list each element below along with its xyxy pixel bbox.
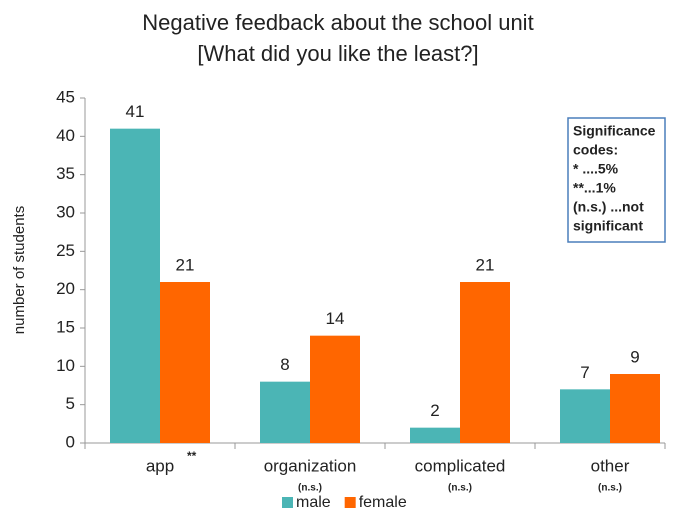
significance: ** bbox=[187, 449, 197, 463]
x-tick-label: complicated bbox=[415, 456, 506, 475]
significance: (n.s.) bbox=[598, 483, 622, 494]
bar bbox=[610, 374, 660, 443]
value-label: 41 bbox=[126, 102, 145, 121]
bar bbox=[110, 128, 160, 443]
y-tick-label: 45 bbox=[56, 87, 75, 106]
x-tick-label: organization bbox=[264, 456, 357, 475]
annotation-text: * ....5% bbox=[573, 161, 619, 177]
annotation-text: **...1% bbox=[573, 180, 616, 196]
y-tick-label: 35 bbox=[56, 164, 75, 183]
annotation-box bbox=[567, 117, 666, 243]
y-tick-label: 25 bbox=[56, 241, 75, 260]
value-label: 2 bbox=[430, 401, 439, 420]
y-tick-label: 15 bbox=[56, 317, 75, 336]
legend-label: male bbox=[296, 494, 331, 510]
value-label: 21 bbox=[476, 255, 495, 274]
bar bbox=[260, 381, 310, 443]
y-tick-label: 5 bbox=[66, 394, 75, 413]
bar bbox=[160, 282, 210, 443]
legend-label: female bbox=[359, 494, 407, 510]
bar bbox=[410, 427, 460, 443]
x-tick-label: other bbox=[591, 456, 630, 475]
y-tick-label: 0 bbox=[66, 432, 75, 451]
value-label: 21 bbox=[176, 255, 195, 274]
significance: (n.s.) bbox=[298, 483, 322, 494]
annotation-text: codes: bbox=[573, 142, 618, 158]
y-tick-label: 10 bbox=[56, 356, 75, 375]
value-label: 7 bbox=[580, 363, 589, 382]
value-label: 9 bbox=[630, 347, 639, 366]
legend-swatch bbox=[282, 497, 293, 508]
annotation-text: Significance bbox=[573, 123, 656, 139]
value-label: 14 bbox=[326, 309, 345, 328]
chart-title: Negative feedback about the school unit bbox=[142, 10, 533, 35]
value-label: 8 bbox=[280, 355, 289, 374]
bar bbox=[460, 282, 510, 443]
annotation-text: significant bbox=[573, 218, 643, 234]
legend-swatch bbox=[344, 497, 356, 508]
bar bbox=[560, 389, 610, 443]
y-tick-label: 30 bbox=[56, 202, 75, 221]
y-tick-label: 40 bbox=[56, 126, 75, 145]
chart-subtitle: [What did you like the least?] bbox=[197, 41, 478, 66]
significance: (n.s.) bbox=[448, 483, 472, 494]
y-axis-label: number of students bbox=[11, 206, 28, 334]
x-tick-label: app bbox=[146, 456, 174, 475]
bar bbox=[310, 335, 360, 443]
annotation-text: (n.s.) ...not bbox=[573, 199, 644, 215]
y-tick-label: 20 bbox=[56, 279, 75, 298]
